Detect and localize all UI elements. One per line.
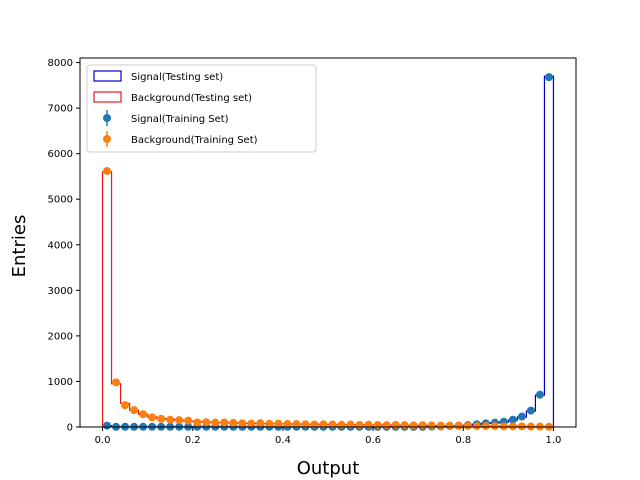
point-background-training: [301, 420, 310, 429]
y-axis-title: Entries: [9, 215, 30, 278]
point-background-training: [490, 422, 499, 431]
x-tick-label: 1.0: [546, 435, 562, 446]
point-background-training: [103, 166, 112, 175]
y-axis-ticks: 0 1000 2000 3000 4000 5000 6000 7000 8000: [48, 58, 80, 434]
y-tick-label: 3000: [48, 286, 73, 297]
point-background-training: [364, 420, 373, 429]
point-background-training: [445, 421, 454, 430]
point-signal-training: [508, 415, 517, 424]
point-background-training: [139, 410, 148, 419]
legend-swatch: [93, 70, 122, 82]
point-background-training: [130, 406, 139, 415]
point-background-training: [193, 418, 202, 427]
point-background-training: [328, 420, 337, 429]
y-tick-label: 5000: [48, 195, 73, 206]
point-background-training: [148, 413, 157, 422]
axes-border: [79, 57, 577, 428]
axes-frame: [79, 57, 577, 428]
point-background-training: [427, 421, 436, 430]
point-background-training: [409, 421, 418, 430]
point-background-training: [346, 420, 355, 429]
point-background-training: [481, 422, 490, 431]
point-background-training: [355, 420, 364, 429]
point-signal-training: [535, 390, 544, 399]
point-background-training: [382, 421, 391, 430]
legend-label: Signal(Training Set): [131, 114, 229, 125]
point-background-training: [121, 401, 130, 410]
x-tick-label: 0.8: [455, 435, 471, 446]
y-tick-label: 6000: [48, 149, 73, 160]
point-background-training: [337, 420, 346, 429]
point-signal-training: [544, 73, 553, 82]
point-background-training: [508, 422, 517, 431]
point-background-training: [472, 422, 481, 431]
point-background-training: [220, 418, 229, 427]
y-tick-label: 0: [67, 423, 73, 434]
x-tick-label: 0.2: [185, 435, 201, 446]
point-background-training: [463, 421, 472, 430]
point-background-training: [517, 422, 526, 431]
point-signal-training: [517, 412, 526, 421]
y-tick-label: 8000: [48, 58, 73, 69]
point-background-training: [373, 420, 382, 429]
legend-label: Background(Testing set): [131, 93, 252, 104]
y-tick-label: 1000: [48, 377, 73, 388]
point-background-training: [418, 421, 427, 430]
point-background-training: [436, 421, 445, 430]
step-line-background-testing: [101, 171, 555, 428]
y-tick-label: 7000: [48, 104, 73, 115]
point-background-training: [256, 419, 265, 428]
point-background-training: [310, 420, 319, 429]
point-background-training: [247, 419, 256, 428]
point-background-training: [157, 414, 166, 423]
point-background-training: [391, 420, 400, 429]
point-background-training: [283, 420, 292, 429]
point-background-training: [454, 421, 463, 430]
legend-swatch: [93, 91, 122, 103]
x-tick-label: 0.0: [95, 435, 111, 446]
point-background-training: [202, 418, 211, 427]
x-axis-ticks: 0.0 0.2 0.4 0.6 0.8 1.0: [95, 427, 562, 446]
x-tick-label: 0.4: [275, 435, 291, 446]
point-background-training: [499, 422, 508, 431]
point-background-training: [211, 418, 220, 427]
point-signal-training: [103, 421, 112, 430]
point-background-training: [265, 419, 274, 428]
y-tick-label: 4000: [48, 240, 73, 251]
point-background-training: [319, 420, 328, 429]
y-tick-label: 2000: [48, 331, 73, 342]
point-background-training: [184, 416, 193, 425]
point-background-training: [292, 420, 301, 429]
point-background-training: [112, 378, 121, 387]
point-background-training: [238, 419, 247, 428]
point-background-training: [175, 416, 184, 425]
legend-box: [86, 64, 317, 153]
legend-label: Signal(Testing set): [131, 72, 223, 83]
legend-label: Background(Training Set): [131, 135, 258, 146]
x-tick-label: 0.6: [365, 435, 381, 446]
x-axis-title: Output: [297, 458, 360, 479]
point-background-training: [229, 418, 238, 427]
point-signal-training: [526, 406, 535, 415]
legend-marker: [103, 135, 111, 143]
point-background-training: [274, 419, 283, 428]
point-background-training: [400, 421, 409, 430]
legend: Signal(Testing set) Background(Testing se…: [86, 64, 317, 153]
point-background-training: [166, 415, 175, 424]
legend-marker: [103, 114, 111, 122]
